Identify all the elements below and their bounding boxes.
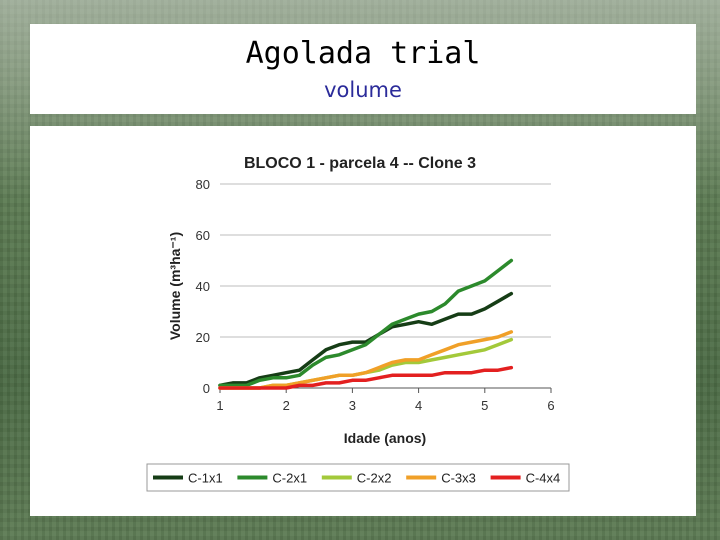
y-tick-label: 80 xyxy=(196,177,210,192)
legend-entry-label: C-2x2 xyxy=(357,471,392,486)
legend-entry-label: C-3x3 xyxy=(441,471,476,486)
x-tick-label: 5 xyxy=(481,398,488,413)
series-line-c-2x1 xyxy=(218,258,514,388)
slide-title: Agolada trial xyxy=(245,36,481,71)
chart-series xyxy=(218,258,514,390)
chart-legend: C-1x1 C-2x1 C-2x2 C-3x3 C-4x4 xyxy=(146,463,570,492)
chart-panel: BLOCO 1 - parcela 4 -- Clone 3 0 20 40 60 80… xyxy=(30,126,696,516)
x-tick-label: 1 xyxy=(216,398,223,413)
legend-entry-label: C-2x1 xyxy=(272,471,307,486)
y-tick-label: 0 xyxy=(203,381,210,396)
y-tick-label: 60 xyxy=(196,228,210,243)
x-axis-label: Idade (anos) xyxy=(344,430,426,446)
legend-entry-label: C-4x4 xyxy=(526,471,561,486)
series-line-c-1x1 xyxy=(218,291,514,388)
slide-title-box: Agolada trial volume xyxy=(30,24,696,114)
chart-grid xyxy=(220,183,551,338)
series-line-c-4x4 xyxy=(218,365,514,390)
y-axis-label: Volume (m³ha⁻¹) xyxy=(167,232,183,340)
x-tick-label: 6 xyxy=(547,398,554,413)
x-tick-label: 3 xyxy=(349,398,356,413)
y-tick-label: 40 xyxy=(196,279,210,294)
x-tick-label: 2 xyxy=(283,398,290,413)
y-tick-label: 20 xyxy=(196,330,210,345)
x-tick-label: 4 xyxy=(415,398,422,413)
slide-subtitle: volume xyxy=(324,78,402,102)
legend-entry-label: C-1x1 xyxy=(188,471,223,486)
chart-title: BLOCO 1 - parcela 4 -- Clone 3 xyxy=(244,155,476,172)
volume-line-chart: BLOCO 1 - parcela 4 -- Clone 3 0 20 40 60 80… xyxy=(146,155,570,492)
chart-ticks: 0 20 40 60 80 1 2 3 4 5 6 xyxy=(196,177,555,413)
